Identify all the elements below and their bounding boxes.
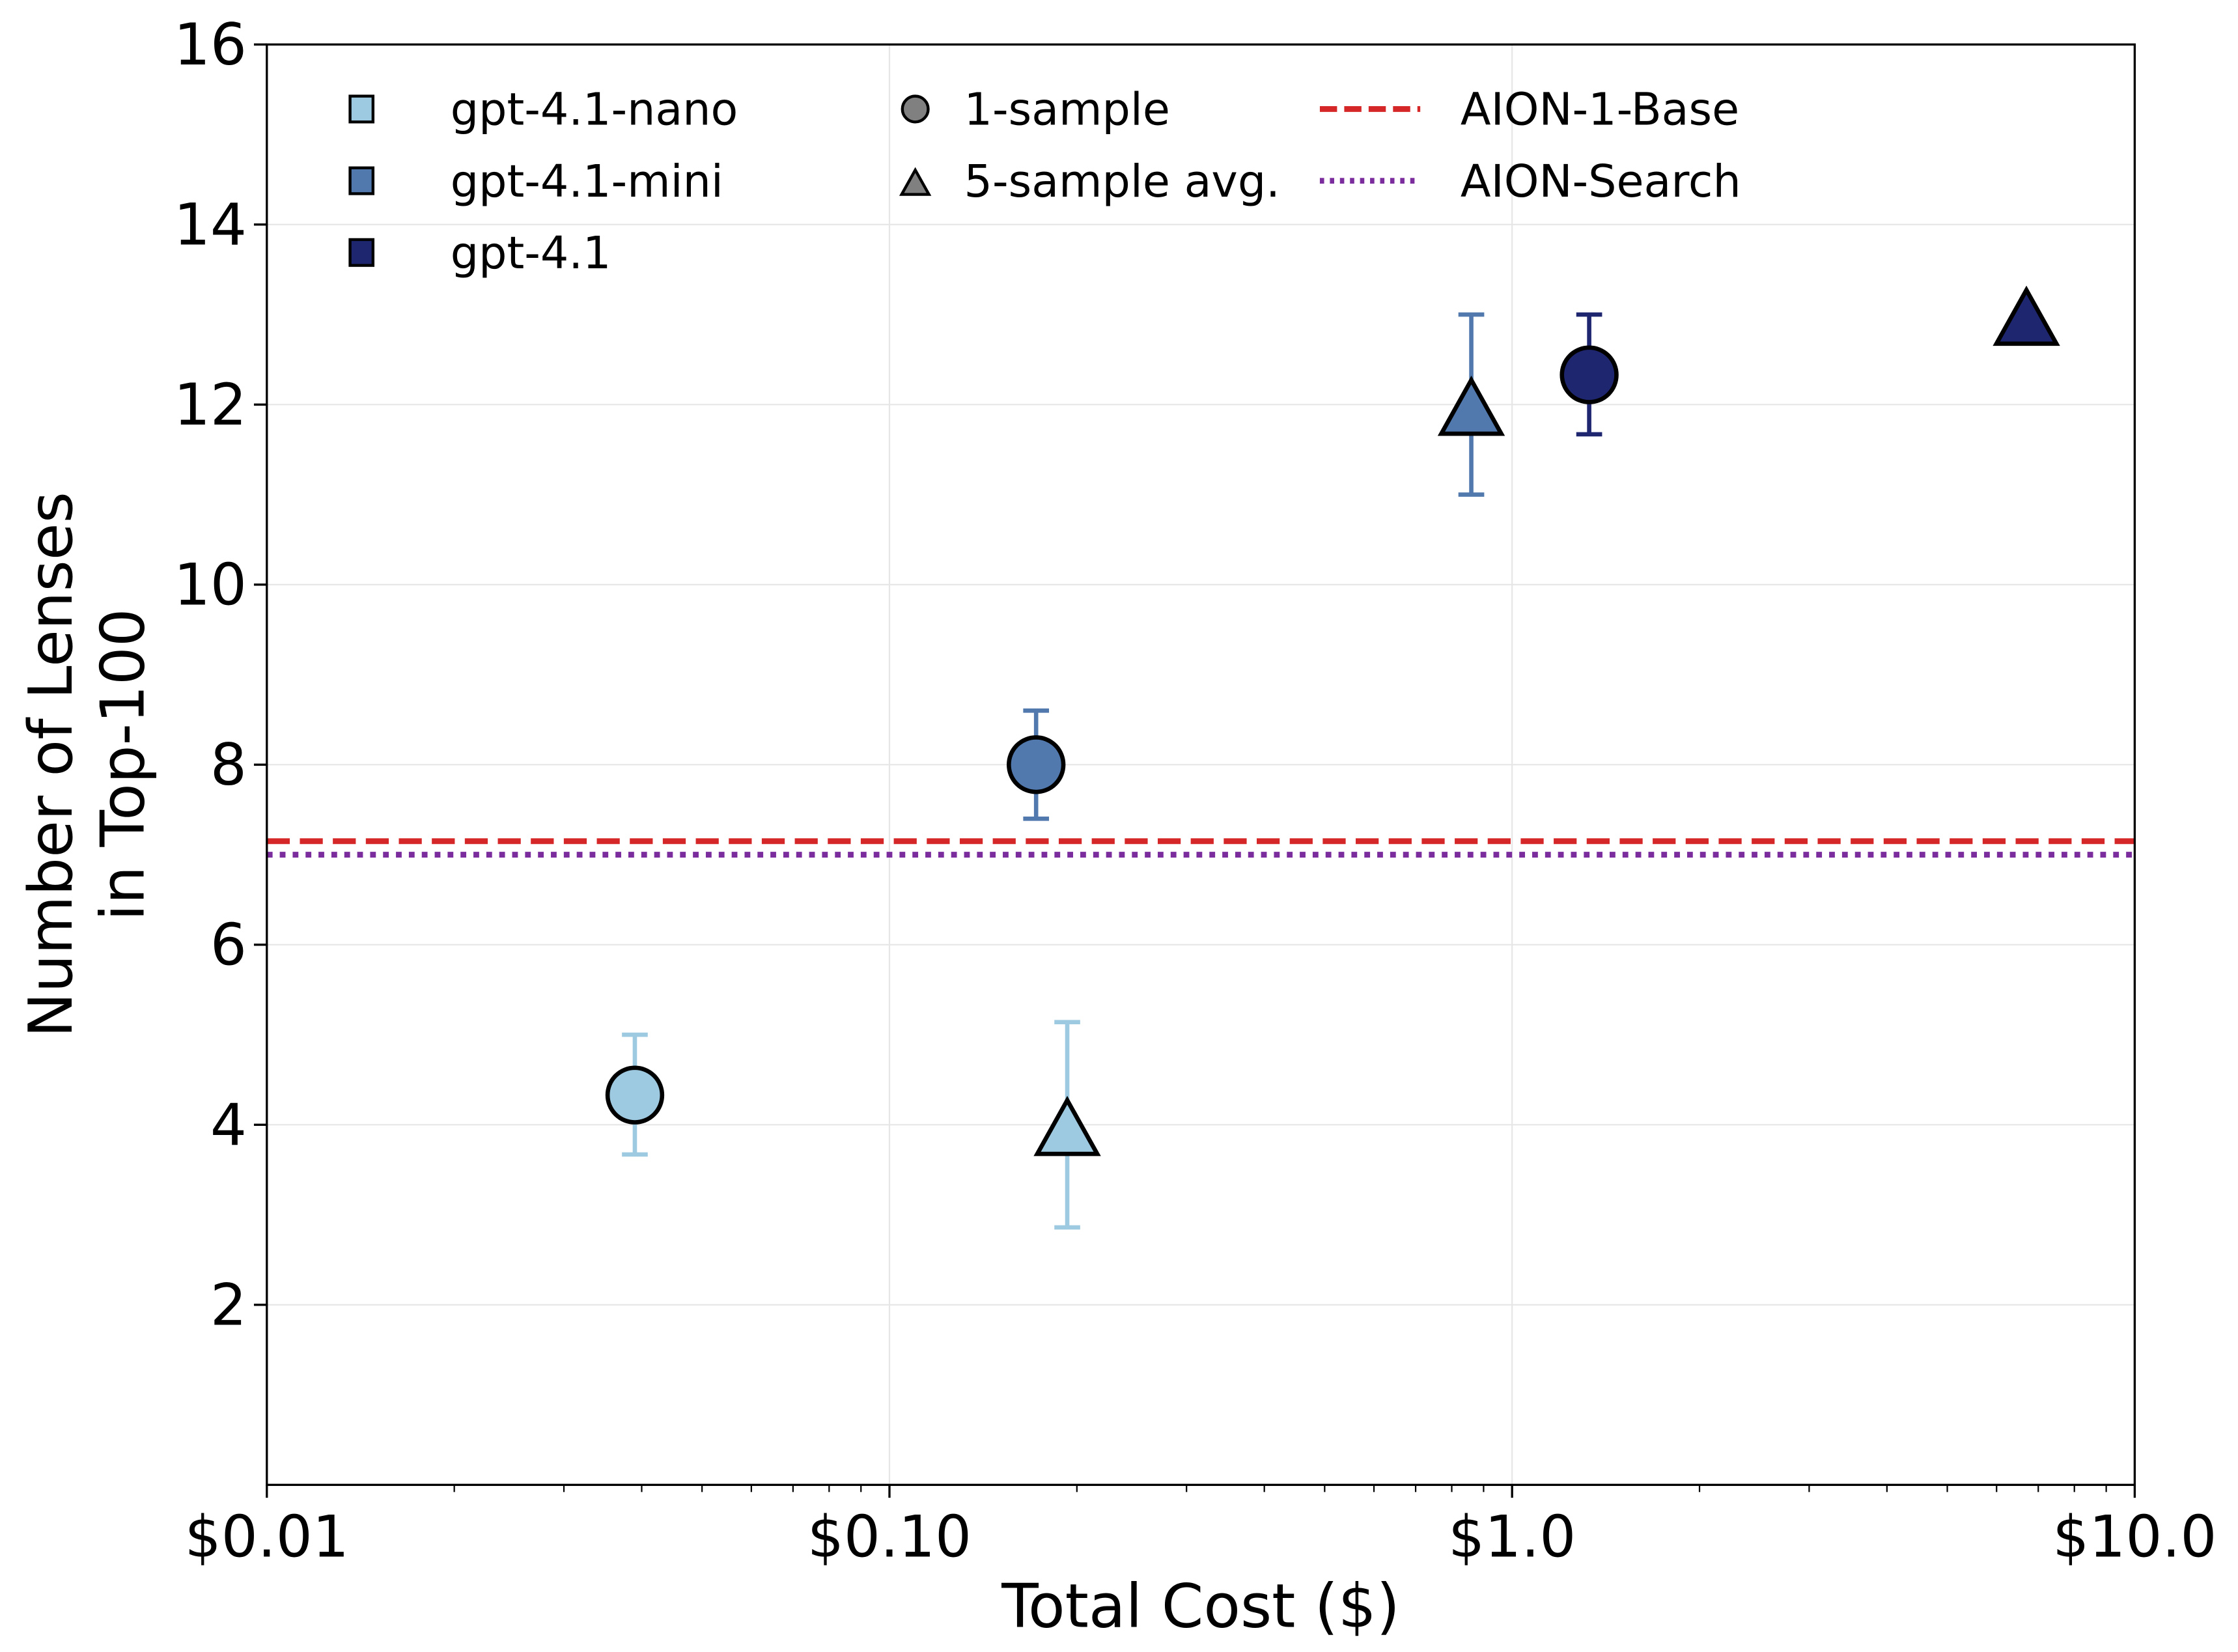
y-tick-label: 8 bbox=[210, 731, 247, 798]
point-circle-gpt-4.1 bbox=[1560, 345, 1619, 404]
legend-label: 1-sample bbox=[964, 85, 1170, 136]
y-tick-label: 2 bbox=[210, 1272, 247, 1339]
y-tick-label: 12 bbox=[174, 371, 247, 438]
legend-label: gpt-4.1-nano bbox=[451, 85, 738, 136]
y-tick-label: 4 bbox=[210, 1091, 247, 1158]
reference-lines bbox=[266, 838, 2135, 858]
point-triangle-gpt-4.1-mini bbox=[1437, 375, 1505, 436]
point-triangle-gpt-4.1-nano bbox=[1033, 1095, 1101, 1156]
legend-swatch-gpt-4.1-nano bbox=[348, 94, 375, 124]
y-axis-label-line2: in Top-100 bbox=[87, 608, 158, 921]
legend: gpt-4.1-nano gpt-4.1-mini gpt-4.1 1-sample 5… bbox=[348, 85, 1741, 279]
point-triangle-gpt-4.1 bbox=[1993, 285, 2060, 346]
legend-label: gpt-4.1 bbox=[451, 228, 611, 279]
legend-triangle-icon bbox=[899, 167, 932, 196]
legend-label: AION-1-Base bbox=[1461, 85, 1739, 136]
point-circle-gpt-4.1-nano bbox=[605, 1065, 665, 1125]
x-tick-label: $0.01 bbox=[185, 1503, 349, 1570]
legend-label: 5-sample avg. bbox=[964, 156, 1280, 208]
y-tick-label: 10 bbox=[174, 552, 247, 619]
legend-label: gpt-4.1-mini bbox=[451, 156, 723, 208]
y-tick-label: 6 bbox=[210, 912, 247, 979]
legend-circle-icon bbox=[901, 94, 930, 124]
axis-ticks: $0.01 $0.10 $1.0 $10.0 2 4 6 8 10 12 14 16 bbox=[174, 11, 2217, 1570]
x-tick-label: $0.10 bbox=[807, 1503, 972, 1570]
x-tick-label: $1.0 bbox=[1448, 1503, 1576, 1570]
y-axis-label-line1: Number of Lenses bbox=[16, 492, 86, 1037]
x-axis-label: Total Cost ($) bbox=[1001, 1571, 1400, 1641]
legend-swatch-gpt-4.1-mini bbox=[348, 166, 375, 195]
y-tick-label: 14 bbox=[174, 191, 247, 259]
y-tick-label: 16 bbox=[174, 11, 247, 78]
point-circle-gpt-4.1-mini bbox=[1007, 735, 1066, 794]
x-tick-label: $10.0 bbox=[2052, 1503, 2217, 1570]
data-points bbox=[605, 285, 2060, 1230]
legend-label: AION-Search bbox=[1461, 156, 1741, 208]
legend-swatch-gpt-4.1 bbox=[348, 238, 375, 267]
